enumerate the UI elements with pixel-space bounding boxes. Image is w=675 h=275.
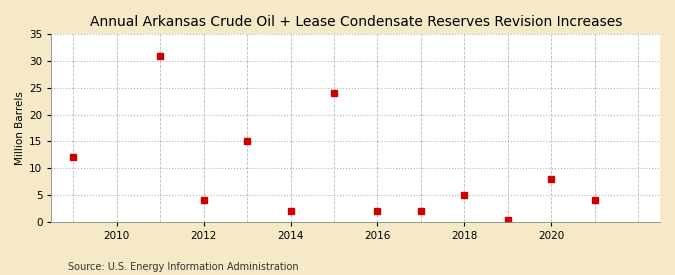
Y-axis label: Million Barrels: Million Barrels <box>15 91 25 165</box>
Text: Source: U.S. Energy Information Administration: Source: U.S. Energy Information Administ… <box>68 262 298 272</box>
Title: Annual Arkansas Crude Oil + Lease Condensate Reserves Revision Increases: Annual Arkansas Crude Oil + Lease Conden… <box>90 15 622 29</box>
